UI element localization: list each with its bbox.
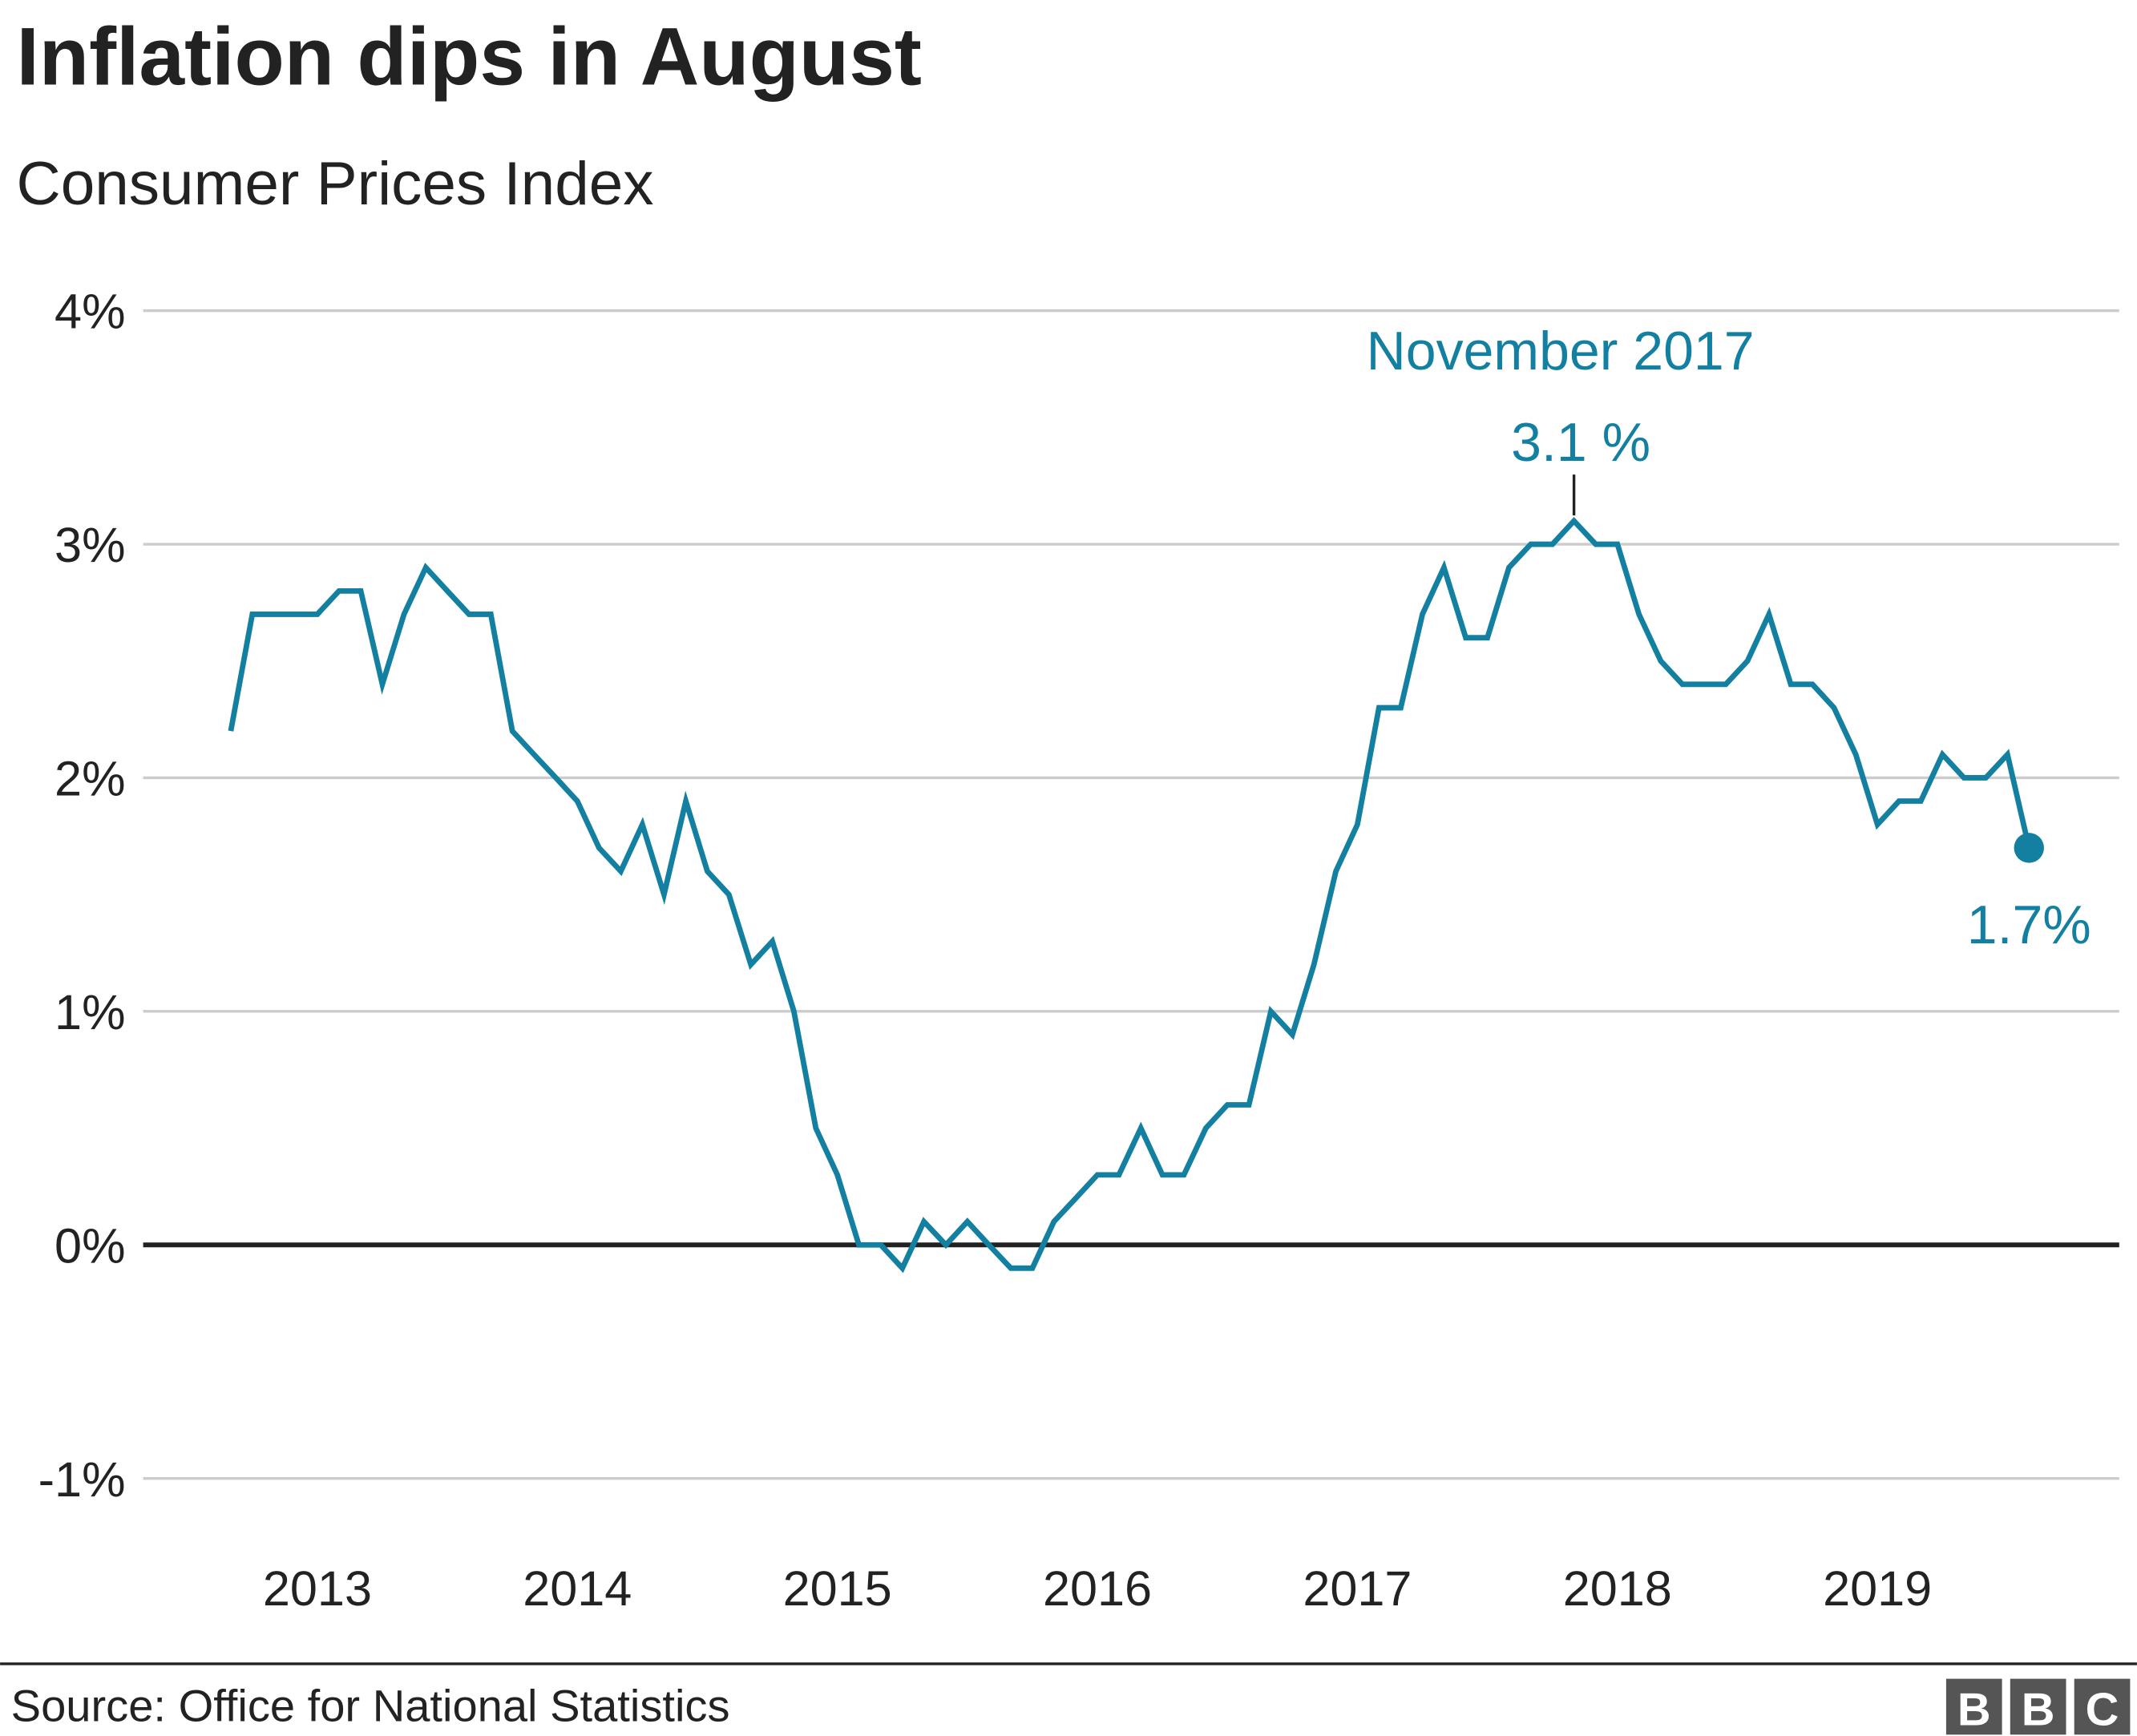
y-tick-label: 1% — [55, 985, 125, 1040]
y-tick-label: 4% — [55, 285, 125, 339]
y-tick-label: -1% — [38, 1452, 126, 1507]
value-label: 1.7% — [1967, 894, 2091, 955]
x-tick-label: 2017 — [1303, 1561, 1412, 1616]
logo-letter: B — [1957, 1684, 1991, 1735]
x-tick-label: 2016 — [1043, 1561, 1152, 1616]
end-point — [2014, 833, 2044, 863]
x-tick-label: 2015 — [783, 1561, 892, 1616]
annotation: November 2017 — [1367, 321, 1755, 382]
logo-letter: B — [2022, 1684, 2055, 1735]
chart-subtitle: Consumer Prices Index — [16, 150, 653, 218]
logo-letter: C — [2086, 1684, 2119, 1735]
x-tick-label: 2019 — [1823, 1561, 1932, 1616]
x-tick-label: 2018 — [1563, 1561, 1672, 1616]
y-tick-label: 2% — [55, 752, 125, 806]
y-tick-label: 3% — [55, 518, 125, 572]
logo-box — [1945, 1678, 2002, 1735]
x-tick-label: 2014 — [523, 1561, 632, 1616]
data-line — [228, 516, 2032, 1274]
value-label: 3.1 % — [1511, 412, 1650, 473]
source: Source: Office for National Statistics — [11, 1680, 730, 1730]
x-tick-label: 2013 — [263, 1561, 372, 1616]
chart-title: Inflation dips in August — [16, 10, 921, 102]
logo-box — [2074, 1678, 2131, 1735]
y-tick-label: 0% — [55, 1218, 125, 1273]
logo-box — [2010, 1678, 2066, 1735]
